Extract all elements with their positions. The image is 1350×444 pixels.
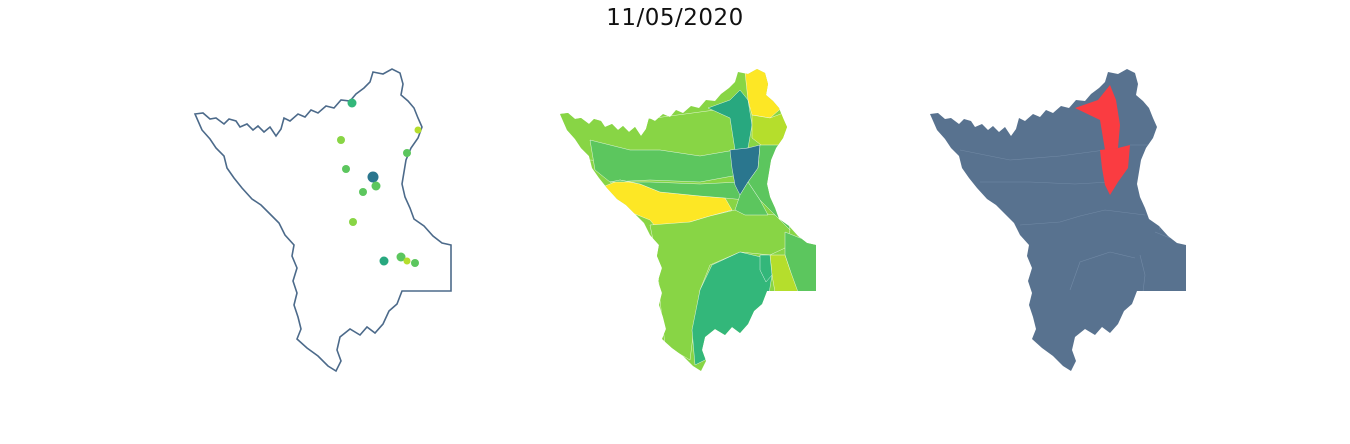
station-marker — [342, 165, 350, 173]
region — [609, 179, 746, 201]
station-marker — [411, 259, 419, 267]
station-marker — [396, 252, 406, 262]
station-marker — [414, 126, 422, 134]
station-markers — [337, 98, 422, 267]
figure-title: 11/05/2020 — [606, 5, 744, 31]
highlight-map-panel — [930, 69, 1186, 371]
region — [734, 181, 769, 216]
highlighted-region — [1075, 85, 1120, 150]
region-map-panel — [560, 69, 816, 371]
station-marker — [371, 181, 381, 191]
point-map-panel — [194, 68, 452, 372]
highlight-map-base — [930, 69, 1186, 371]
state-outline — [194, 68, 452, 372]
station-marker — [359, 188, 367, 196]
region — [759, 254, 773, 283]
region — [751, 111, 796, 149]
highlight-interior — [959, 85, 1186, 301]
highlighted-region — [1100, 145, 1130, 195]
station-marker — [347, 98, 357, 108]
station-marker — [349, 218, 357, 226]
station-marker — [403, 149, 411, 157]
station-marker — [337, 136, 345, 144]
station-marker — [403, 257, 411, 265]
station-marker — [379, 256, 389, 266]
station-marker — [367, 171, 379, 183]
